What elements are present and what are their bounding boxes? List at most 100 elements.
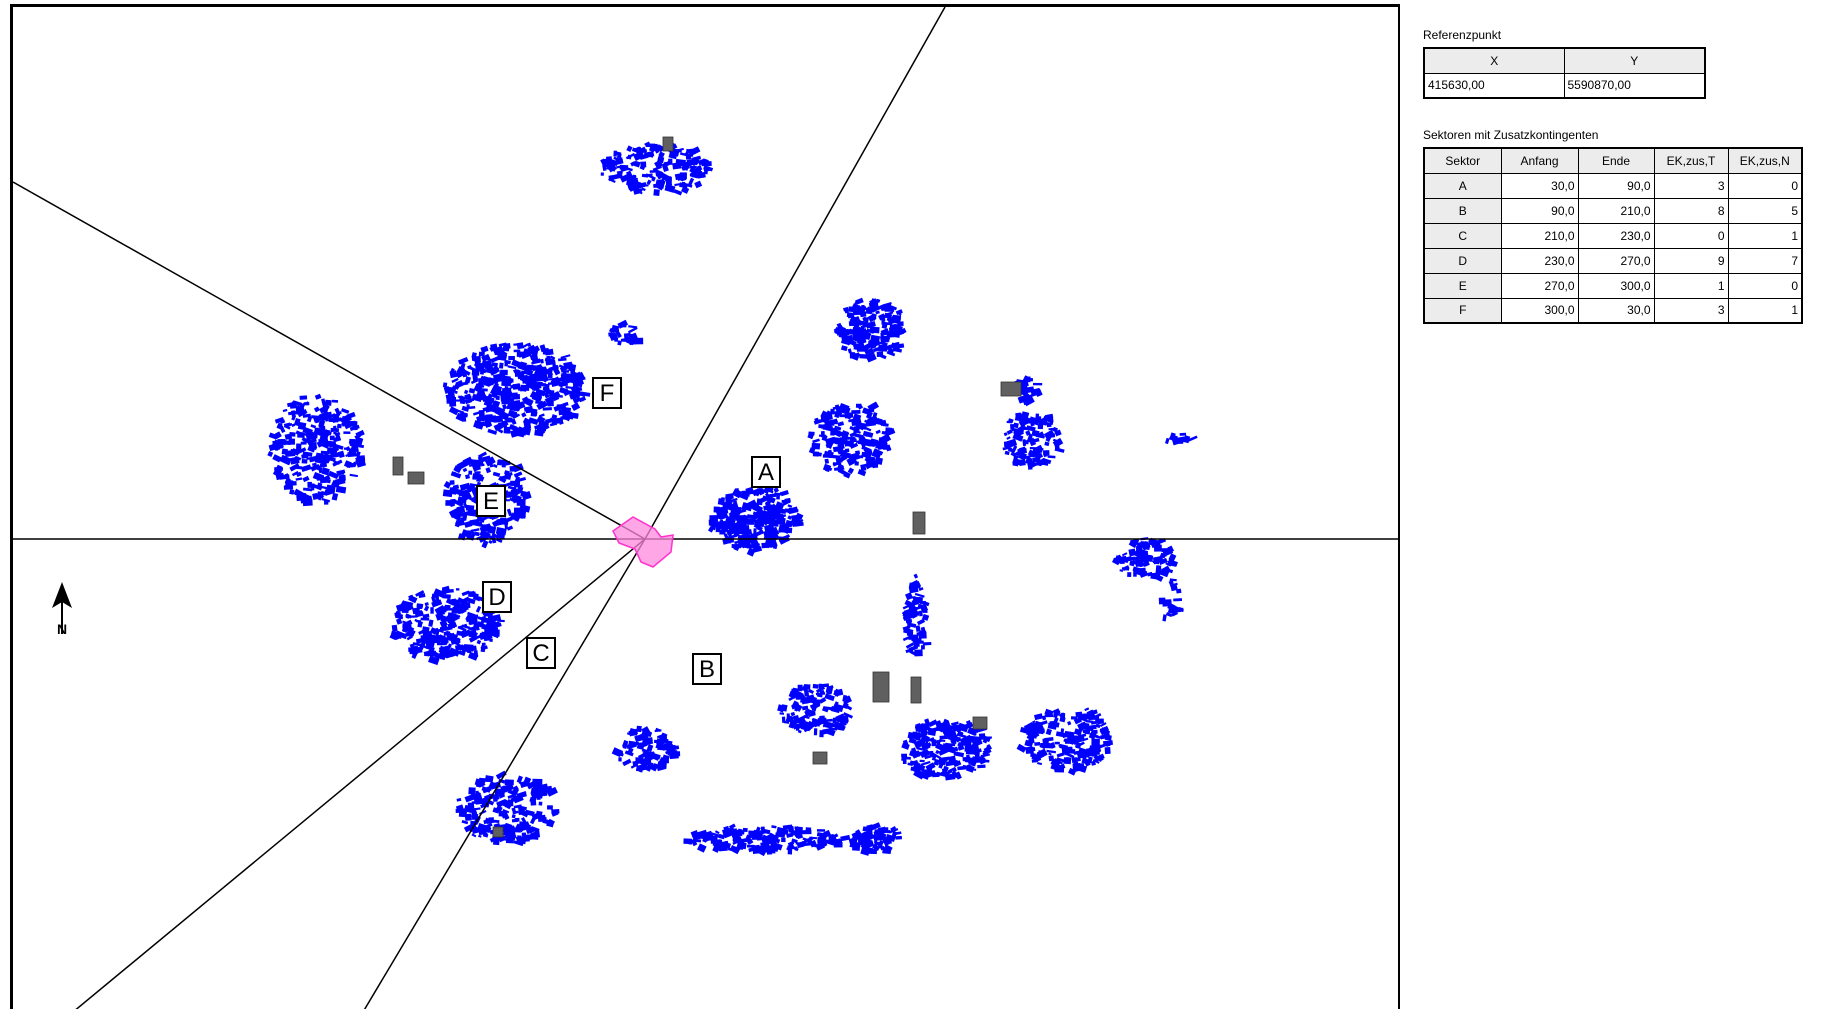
building-blue bbox=[504, 823, 512, 831]
building-blue bbox=[632, 174, 637, 179]
building-blue bbox=[982, 738, 988, 744]
building-blue bbox=[728, 497, 738, 503]
building-blue bbox=[540, 817, 547, 820]
building-blue bbox=[832, 460, 842, 467]
map-panel[interactable]: A B C D E F N bbox=[10, 4, 1400, 1009]
building-blue bbox=[646, 179, 652, 185]
building-blue bbox=[1025, 746, 1034, 754]
reference-x-value: 415630,00 bbox=[1423, 72, 1565, 99]
building-blue bbox=[625, 152, 636, 160]
building-blue bbox=[848, 418, 857, 423]
building-blue bbox=[1087, 724, 1097, 731]
building-blue bbox=[511, 425, 520, 431]
building-blue bbox=[727, 516, 734, 521]
building-blue bbox=[885, 343, 895, 349]
cell-ek-zus-n: 0 bbox=[1727, 272, 1803, 299]
building-blue bbox=[784, 508, 792, 514]
building-blue bbox=[306, 457, 317, 460]
building-blue bbox=[519, 386, 529, 392]
building-blue bbox=[521, 832, 527, 836]
building-blue bbox=[275, 464, 283, 472]
building-blue bbox=[542, 818, 553, 825]
building-blue bbox=[474, 386, 483, 393]
building-blue bbox=[735, 518, 746, 528]
building-blue bbox=[1024, 725, 1032, 733]
building-blue bbox=[910, 611, 918, 619]
building-blue bbox=[839, 453, 847, 457]
building-blue bbox=[726, 842, 732, 850]
building-blue bbox=[619, 173, 631, 183]
building-blue bbox=[790, 711, 796, 717]
building-blue bbox=[461, 624, 470, 630]
building-blue bbox=[454, 399, 462, 402]
building-blue bbox=[703, 830, 712, 837]
building-blue bbox=[532, 831, 539, 835]
building-blue bbox=[406, 635, 413, 641]
building-blue bbox=[501, 401, 511, 405]
building-blue bbox=[284, 473, 290, 480]
building-blue bbox=[1046, 749, 1057, 754]
building-industrial bbox=[407, 471, 425, 485]
building-blue bbox=[866, 353, 877, 363]
building-blue bbox=[818, 434, 826, 438]
building-blue bbox=[1010, 451, 1017, 458]
building-blue bbox=[420, 617, 430, 621]
building-blue bbox=[462, 381, 469, 386]
building-blue bbox=[438, 645, 445, 654]
building-blue bbox=[568, 363, 577, 372]
building-blue bbox=[801, 705, 809, 711]
building-blue bbox=[296, 447, 307, 455]
building-blue bbox=[500, 369, 508, 376]
building-blue bbox=[1004, 450, 1010, 456]
building-blue bbox=[321, 429, 331, 433]
building-blue bbox=[491, 362, 498, 367]
building-blue bbox=[818, 717, 827, 725]
building-blue bbox=[962, 756, 971, 762]
building-blue bbox=[655, 743, 662, 750]
building-blue bbox=[460, 629, 472, 639]
building-blue bbox=[530, 799, 537, 806]
building-blue bbox=[911, 636, 921, 643]
building-blue bbox=[1073, 735, 1078, 741]
building-blue bbox=[478, 828, 487, 836]
building-blue bbox=[468, 463, 476, 468]
building-blue bbox=[498, 778, 506, 784]
building-blue bbox=[639, 163, 646, 171]
building-blue bbox=[657, 179, 666, 188]
building-blue bbox=[476, 639, 482, 645]
header-sektor: Sektor bbox=[1423, 147, 1502, 174]
building-blue bbox=[469, 398, 475, 402]
building-blue bbox=[416, 603, 424, 608]
building-blue bbox=[812, 683, 819, 689]
building-blue bbox=[623, 333, 629, 340]
building-blue bbox=[807, 432, 815, 440]
building-blue bbox=[1039, 744, 1046, 750]
building-blue bbox=[516, 369, 521, 374]
building-blue bbox=[530, 349, 538, 358]
building-blue bbox=[641, 729, 653, 738]
building-blue bbox=[294, 455, 302, 461]
building-blue bbox=[440, 606, 449, 612]
building-blue bbox=[786, 832, 794, 838]
building-blue bbox=[1168, 553, 1177, 562]
building-blue bbox=[849, 352, 856, 359]
building-blue bbox=[557, 417, 564, 425]
building-blue bbox=[748, 519, 756, 523]
building-blue bbox=[310, 424, 317, 429]
building-blue bbox=[475, 605, 482, 613]
building-blue bbox=[683, 838, 693, 845]
building-blue bbox=[509, 497, 516, 503]
building-blue bbox=[736, 829, 745, 835]
building-blue bbox=[469, 592, 479, 598]
building-blue bbox=[532, 778, 543, 786]
building-blue bbox=[321, 401, 327, 408]
building-blue bbox=[318, 424, 323, 429]
building-blue bbox=[793, 846, 799, 851]
building-blue bbox=[795, 723, 800, 731]
building-blue bbox=[1175, 436, 1186, 442]
building-blue bbox=[717, 498, 723, 505]
building-blue bbox=[1013, 456, 1018, 460]
building-blue bbox=[665, 749, 672, 755]
building-blue bbox=[317, 482, 323, 488]
building-blue bbox=[462, 373, 468, 378]
